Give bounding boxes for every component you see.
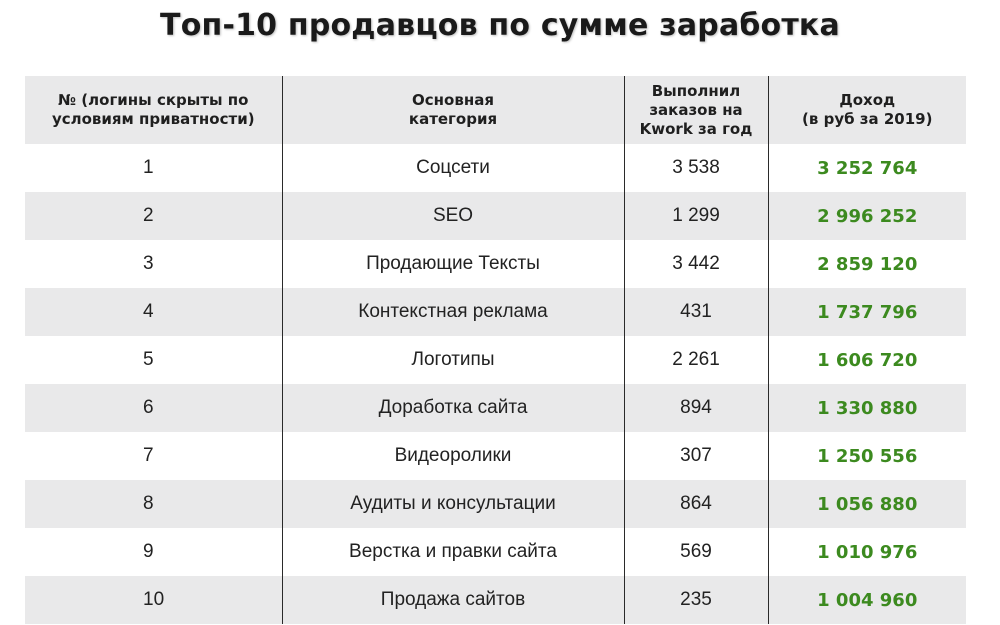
rank-cell: 1 [25,144,283,192]
header-text-line: № (логины скрыты по [58,91,249,109]
column-header-income: Доход (в руб за 2019) [768,76,966,144]
orders-cell: 307 [624,432,769,480]
header-text-line: (в руб за 2019) [802,110,933,128]
table-row: 7 Видеоролики 307 1 250 556 [25,432,966,480]
income-cell: 1 056 880 [768,480,966,528]
rank-cell: 3 [25,240,283,288]
income-cell: 1 010 976 [817,541,918,563]
table-row: 8 Аудиты и консультации 864 1 056 880 [25,480,966,528]
category-cell: Доработка сайта [282,384,625,432]
category-cell: Продающие Тексты [282,240,625,288]
column-header-orders: Выполнил заказов на Kwork за год [624,76,769,144]
orders-cell: 3 442 [624,240,769,288]
table-row: 4 Контекстная реклама 431 1 737 796 [25,288,966,336]
table-row: 9 Верстка и правки сайта 569 1 010 976 [25,528,966,576]
header-text-line: Основная [412,91,494,109]
header-text-line: условиям приватности) [51,110,255,128]
rank-cell: 7 [25,432,283,480]
category-cell: Логотипы [282,336,625,384]
orders-cell: 3 538 [624,144,769,192]
income-cell: 2 859 120 [817,253,918,275]
rank-cell: 8 [25,480,283,528]
category-cell: Контекстная реклама [282,288,625,336]
category-cell: Видеоролики [282,432,625,480]
table-row: 3 Продающие Тексты 3 442 2 859 120 [25,240,966,288]
rank-cell: 9 [25,528,283,576]
income-cell: 1 606 720 [817,349,918,371]
header-text-line: Выполнил [651,81,741,100]
header-text-line: категория [408,110,498,128]
sellers-table: № (логины скрыты по условиям приватности… [25,76,966,624]
page-title: Топ-10 продавцов по сумме заработка [160,8,840,43]
income-cell: 3 252 764 [817,157,918,179]
column-header-category: Основная категория [282,76,625,144]
table-header-row: № (логины скрыты по условиям приватности… [25,76,966,144]
orders-cell: 569 [624,528,769,576]
category-cell: Аудиты и консультации [282,480,625,528]
income-cell: 1 330 880 [768,384,966,432]
orders-cell: 1 299 [624,192,769,240]
income-cell: 1 737 796 [768,288,966,336]
rank-cell: 5 [25,336,283,384]
income-cell: 1 250 556 [817,445,918,467]
header-text-line: заказов на [649,100,743,119]
rank-cell: 10 [25,576,283,624]
orders-cell: 864 [624,480,769,528]
orders-cell: 431 [624,288,769,336]
income-cell: 2 996 252 [768,192,966,240]
category-cell: Продажа сайтов [282,576,625,624]
rank-cell: 6 [25,384,283,432]
orders-cell: 894 [624,384,769,432]
category-cell: Соцсети [282,144,625,192]
column-header-number: № (логины скрыты по условиям приватности… [25,76,283,144]
table-row: 5 Логотипы 2 261 1 606 720 [25,336,966,384]
header-text-line: Доход [839,91,896,109]
rank-cell: 2 [25,192,283,240]
category-cell: SEO [282,192,625,240]
header-text-line: Kwork за год [639,119,753,138]
orders-cell: 235 [624,576,769,624]
table-row: 10 Продажа сайтов 235 1 004 960 [25,576,966,624]
category-cell: Верстка и правки сайта [282,528,625,576]
income-cell: 1 004 960 [768,576,966,624]
orders-cell: 2 261 [624,336,769,384]
rank-cell: 4 [25,288,283,336]
table-row: 2 SEO 1 299 2 996 252 [25,192,966,240]
table-row: 1 Соцсети 3 538 3 252 764 [25,144,966,192]
table-row: 6 Доработка сайта 894 1 330 880 [25,384,966,432]
